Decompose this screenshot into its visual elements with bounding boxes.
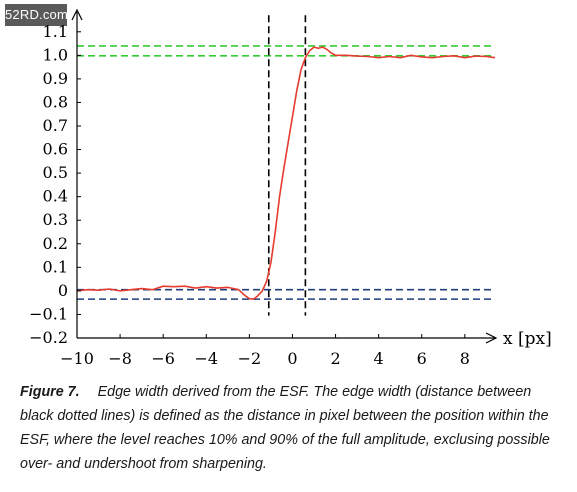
figure-label: Figure 7.	[20, 384, 80, 400]
esf-chart: −0.2 −0.1 0 0.1 0.2 0.3 0.4 0.5 0.6 0.7 0.8 0.9 1.0 1…	[29, 8, 552, 368]
y-tick-label: 0.8	[43, 92, 68, 111]
figure-caption: Figure 7. Edge width derived from the ESF…	[20, 380, 565, 476]
y-tick-label: −0.2	[29, 328, 68, 347]
esf-series	[76, 46, 496, 300]
x-tick-label: 0	[287, 349, 297, 368]
watermark-badge: 52RD.com	[5, 4, 68, 26]
y-tick-label: 0	[58, 281, 68, 300]
y-tick-label: 0.7	[43, 116, 68, 135]
y-tick-label: 1.0	[43, 45, 68, 64]
esf-curve	[76, 46, 496, 300]
x-tick-label: 8	[460, 349, 470, 368]
x-tick-label: −6	[151, 349, 175, 368]
axes	[71, 8, 498, 344]
x-tick-label: −4	[194, 349, 218, 368]
y-tick-label: 0.1	[43, 257, 68, 276]
x-tick-label: 6	[417, 349, 427, 368]
x-tick-label: −2	[238, 349, 262, 368]
x-axis-arrow	[485, 332, 498, 344]
x-tick-label: 2	[330, 349, 340, 368]
y-tick-label: 0.6	[43, 140, 68, 159]
x-tick-label: −8	[108, 349, 132, 368]
y-tick-label: 0.3	[43, 210, 68, 229]
x-tick-label: 4	[374, 349, 384, 368]
y-tick-label: 0.4	[43, 187, 68, 206]
y-tick-label: −0.1	[29, 304, 68, 323]
y-tick-label: 1.1	[43, 22, 68, 41]
x-tick-label: −10	[60, 349, 94, 368]
ticks: −0.2 −0.1 0 0.1 0.2 0.3 0.4 0.5 0.6 0.7 0.8 0.9 1.0 1…	[29, 22, 470, 368]
y-axis-arrow	[71, 8, 83, 21]
y-tick-label: 0.9	[43, 69, 68, 88]
y-tick-label: 0.5	[43, 163, 68, 182]
reference-lines	[77, 15, 495, 316]
caption-text: Edge width derived from the ESF. The edg…	[20, 384, 550, 472]
x-axis-label: x [px]	[503, 329, 552, 349]
y-tick-label: 0.2	[43, 234, 68, 253]
